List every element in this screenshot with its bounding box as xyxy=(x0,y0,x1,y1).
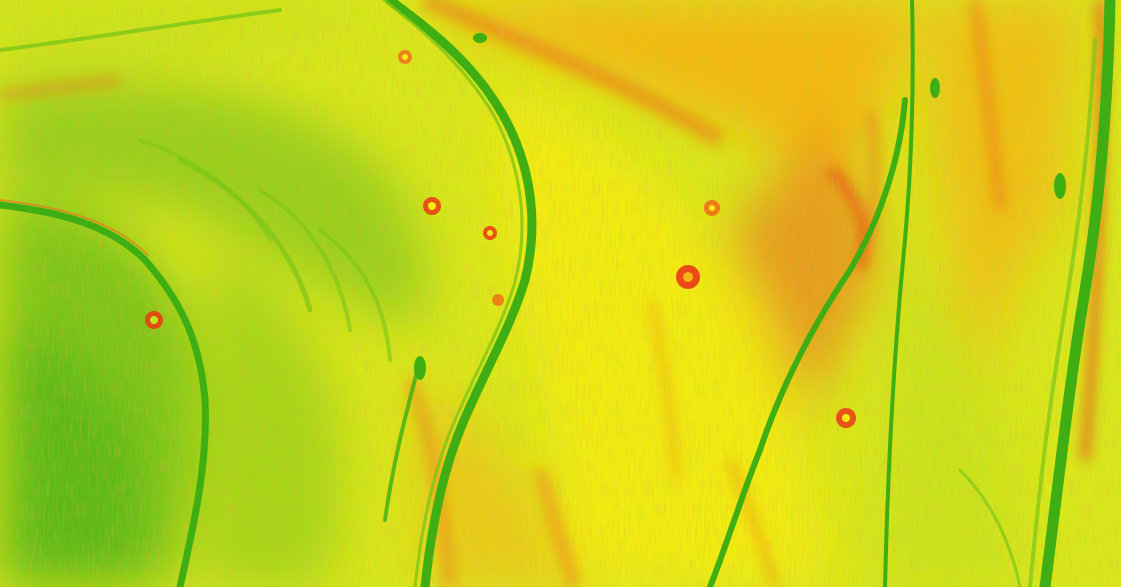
channel-diagonal xyxy=(707,97,908,587)
sinkhole-marker-icon xyxy=(398,50,412,64)
depression-dark xyxy=(473,33,487,43)
sinkhole-marker-icon xyxy=(483,226,497,240)
depression-dark xyxy=(930,78,940,98)
depression-dark xyxy=(414,356,426,380)
channel-left-curve xyxy=(0,201,209,587)
sinkhole-marker-icon xyxy=(676,265,700,289)
sinkhole-marker-icon xyxy=(492,294,504,306)
depression-dark xyxy=(1054,173,1066,199)
channel-vertical-center xyxy=(883,0,915,587)
sinkhole-marker-icon xyxy=(704,200,720,216)
channel-main-curve xyxy=(385,0,537,587)
sinkhole-marker-icon xyxy=(836,408,856,428)
channel-right xyxy=(1039,0,1116,587)
sinkhole-marker-icon xyxy=(145,311,163,329)
point-features xyxy=(145,33,1066,428)
sinkhole-marker-icon xyxy=(423,197,441,215)
